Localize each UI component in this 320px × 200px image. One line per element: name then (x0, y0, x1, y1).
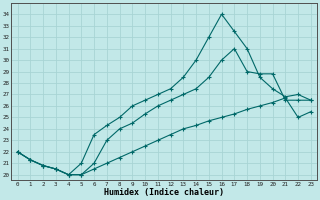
X-axis label: Humidex (Indice chaleur): Humidex (Indice chaleur) (104, 188, 224, 197)
